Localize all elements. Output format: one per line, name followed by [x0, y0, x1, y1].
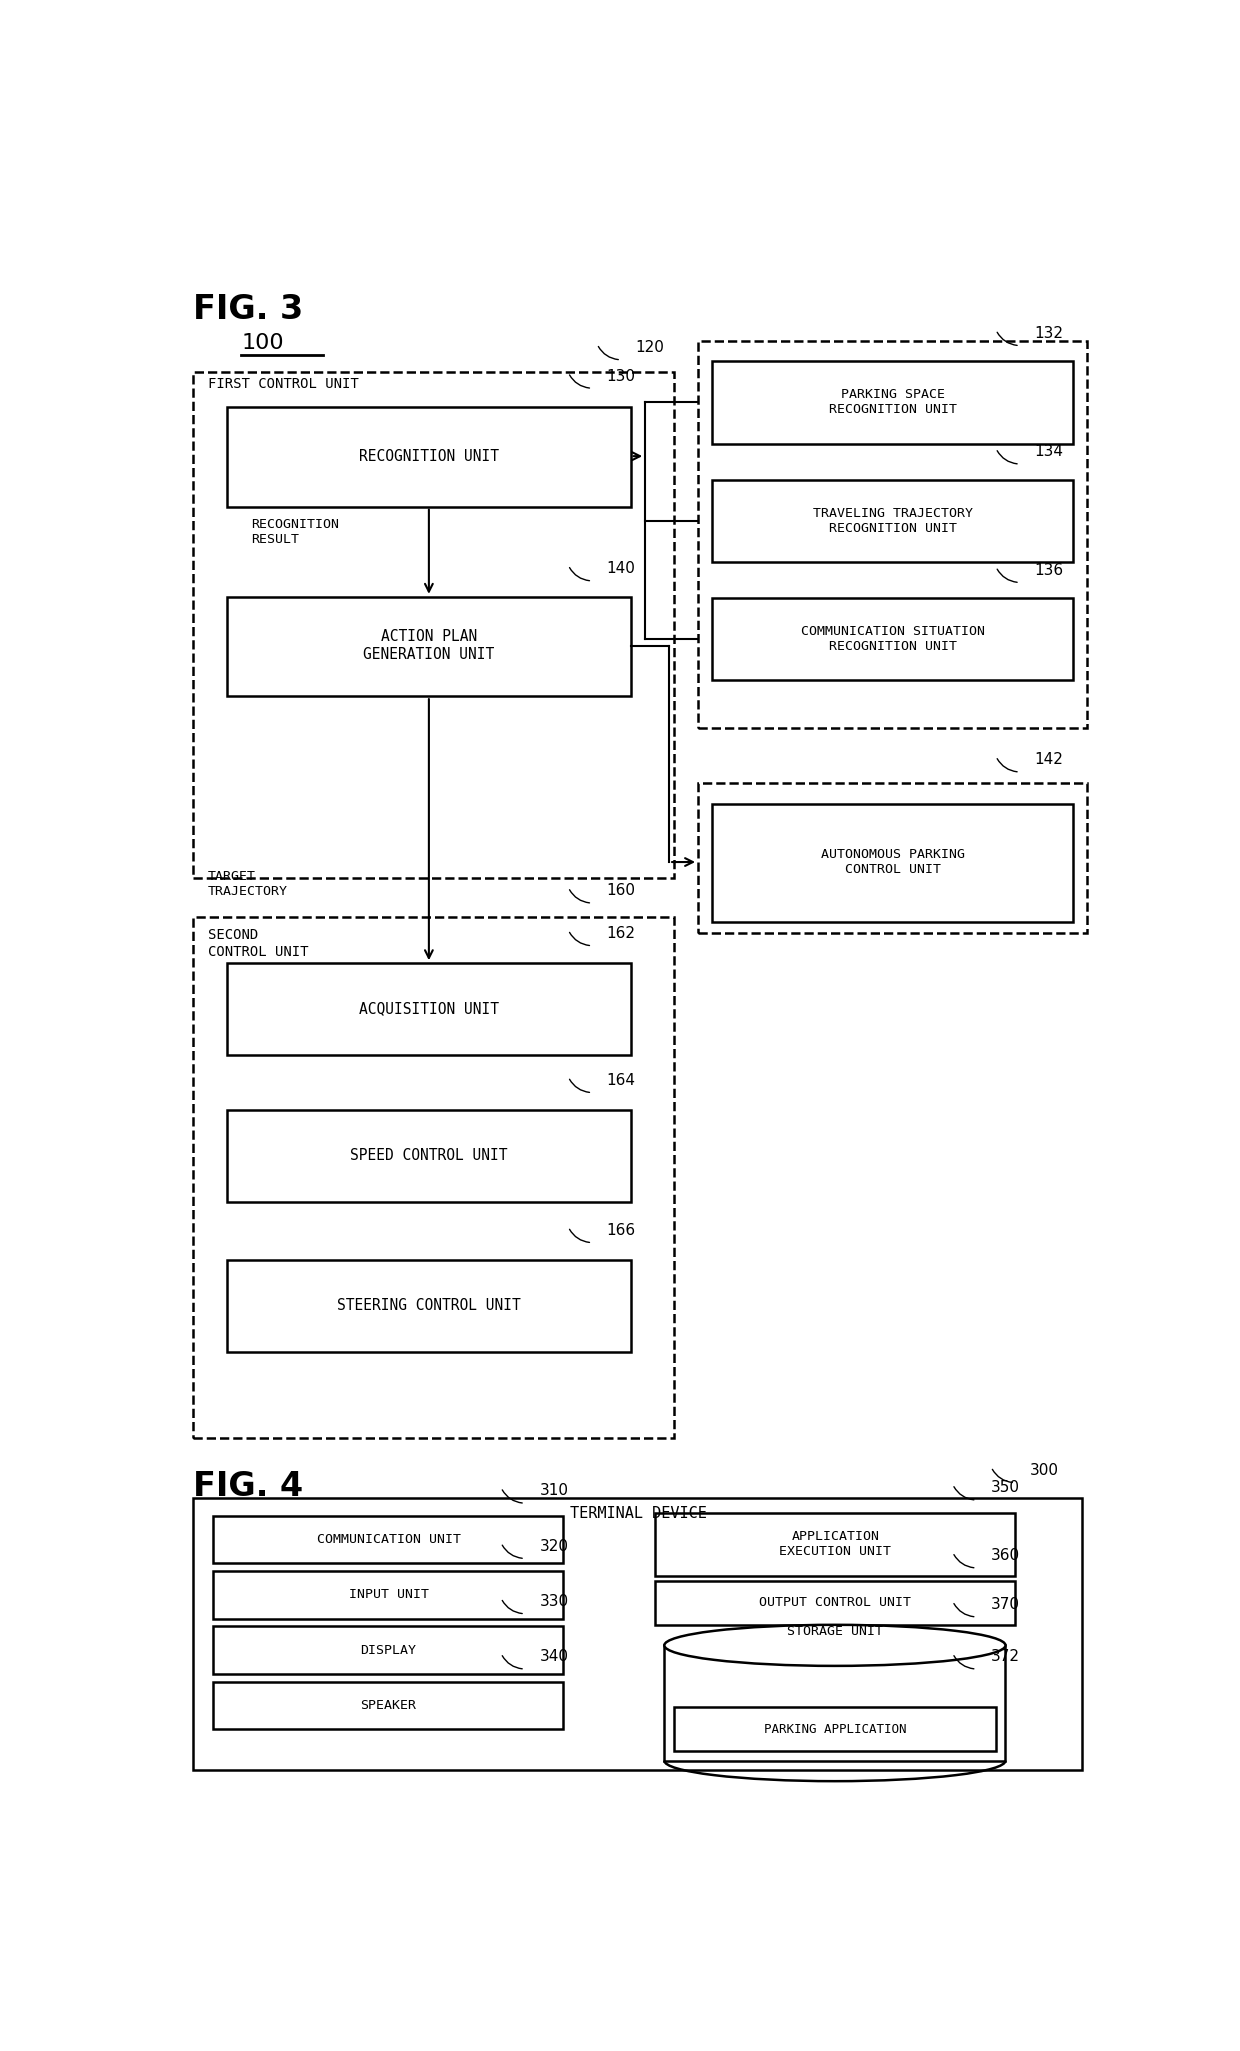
Text: TERMINAL DEVICE: TERMINAL DEVICE	[570, 1505, 707, 1522]
Text: 320: 320	[539, 1538, 568, 1555]
Text: STORAGE UNIT: STORAGE UNIT	[787, 1624, 883, 1637]
FancyBboxPatch shape	[193, 373, 675, 878]
Text: STEERING CONTROL UNIT: STEERING CONTROL UNIT	[337, 1298, 521, 1313]
Text: 142: 142	[1034, 753, 1063, 767]
Text: 350: 350	[991, 1481, 1021, 1495]
Text: ACQUISITION UNIT: ACQUISITION UNIT	[358, 1001, 498, 1017]
Text: 164: 164	[606, 1073, 636, 1087]
FancyBboxPatch shape	[712, 361, 1073, 443]
FancyBboxPatch shape	[227, 964, 631, 1054]
Text: COMMUNICATION UNIT: COMMUNICATION UNIT	[316, 1532, 460, 1546]
Text: SPEAKER: SPEAKER	[361, 1698, 417, 1713]
Text: RECOGNITION UNIT: RECOGNITION UNIT	[358, 449, 498, 464]
Text: ACTION PLAN
GENERATION UNIT: ACTION PLAN GENERATION UNIT	[363, 630, 495, 662]
Text: 162: 162	[606, 925, 636, 941]
FancyBboxPatch shape	[227, 1110, 631, 1202]
Text: COMMUNICATION SITUATION
RECOGNITION UNIT: COMMUNICATION SITUATION RECOGNITION UNIT	[801, 626, 985, 654]
Text: TARGET
TRAJECTORY: TARGET TRAJECTORY	[208, 870, 288, 898]
Text: 134: 134	[1034, 445, 1064, 459]
Text: 132: 132	[1034, 326, 1064, 340]
FancyBboxPatch shape	[698, 340, 1087, 728]
Text: 140: 140	[606, 562, 636, 576]
Text: 120: 120	[635, 340, 665, 355]
Text: 372: 372	[991, 1649, 1021, 1663]
Text: APPLICATION
EXECUTION UNIT: APPLICATION EXECUTION UNIT	[780, 1530, 892, 1559]
Text: INPUT UNIT: INPUT UNIT	[348, 1587, 429, 1602]
Text: 300: 300	[1029, 1462, 1059, 1479]
Text: 100: 100	[242, 332, 284, 353]
Text: PARKING SPACE
RECOGNITION UNIT: PARKING SPACE RECOGNITION UNIT	[830, 388, 957, 416]
Text: PARKING APPLICATION: PARKING APPLICATION	[764, 1723, 906, 1735]
Text: OUTPUT CONTROL UNIT: OUTPUT CONTROL UNIT	[759, 1596, 911, 1610]
FancyBboxPatch shape	[227, 1259, 631, 1352]
Text: 370: 370	[991, 1598, 1021, 1612]
FancyBboxPatch shape	[665, 1645, 1006, 1760]
FancyBboxPatch shape	[213, 1626, 563, 1674]
Text: TRAVELING TRAJECTORY
RECOGNITION UNIT: TRAVELING TRAJECTORY RECOGNITION UNIT	[813, 507, 973, 535]
Text: 330: 330	[539, 1594, 568, 1610]
Text: 340: 340	[539, 1649, 568, 1663]
Text: DISPLAY: DISPLAY	[361, 1643, 417, 1657]
Text: 310: 310	[539, 1483, 568, 1499]
Text: AUTONOMOUS PARKING
CONTROL UNIT: AUTONOMOUS PARKING CONTROL UNIT	[821, 847, 965, 876]
FancyBboxPatch shape	[712, 480, 1073, 562]
Text: FIG. 4: FIG. 4	[193, 1471, 304, 1503]
FancyBboxPatch shape	[213, 1571, 563, 1618]
FancyBboxPatch shape	[675, 1706, 996, 1752]
Text: FIRST CONTROL UNIT: FIRST CONTROL UNIT	[208, 377, 358, 392]
FancyBboxPatch shape	[655, 1581, 1016, 1624]
FancyBboxPatch shape	[213, 1516, 563, 1563]
FancyBboxPatch shape	[227, 408, 631, 507]
Text: RECOGNITION
RESULT: RECOGNITION RESULT	[250, 517, 339, 546]
FancyBboxPatch shape	[712, 804, 1073, 923]
Text: SECOND
CONTROL UNIT: SECOND CONTROL UNIT	[208, 929, 309, 958]
Text: 160: 160	[606, 884, 636, 898]
FancyBboxPatch shape	[712, 599, 1073, 681]
Text: 360: 360	[991, 1549, 1021, 1563]
FancyBboxPatch shape	[655, 1514, 1016, 1575]
Ellipse shape	[665, 1624, 1006, 1665]
FancyBboxPatch shape	[193, 917, 675, 1438]
FancyBboxPatch shape	[698, 783, 1087, 933]
Text: 136: 136	[1034, 562, 1064, 578]
FancyBboxPatch shape	[213, 1682, 563, 1729]
FancyBboxPatch shape	[193, 1499, 1083, 1770]
Text: 130: 130	[606, 369, 636, 384]
FancyBboxPatch shape	[227, 597, 631, 695]
Text: SPEED CONTROL UNIT: SPEED CONTROL UNIT	[350, 1149, 507, 1163]
Text: FIG. 3: FIG. 3	[193, 293, 304, 326]
Text: 166: 166	[606, 1222, 636, 1239]
